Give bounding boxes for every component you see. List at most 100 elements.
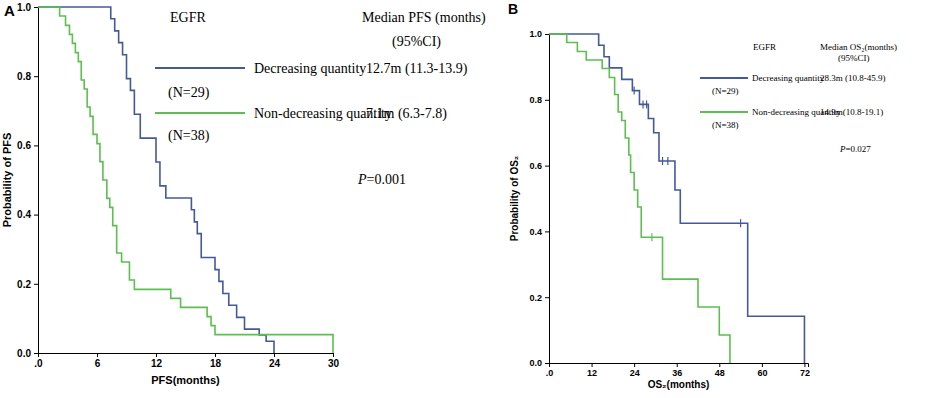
p-value: P=0.027 [839, 144, 871, 154]
tick-label: 24 [269, 358, 281, 369]
tick: 36 [672, 363, 682, 378]
tick: 18 [210, 353, 222, 369]
x-axis: .0 12 24 36 48 60 72 [546, 363, 810, 378]
legend-n: (N=29) [712, 86, 739, 96]
tick: 60 [757, 363, 767, 378]
tick-label: 48 [715, 368, 725, 378]
legend-median: 7.1m (6.3-7.8) [366, 106, 447, 122]
tick-mark [545, 231, 549, 232]
tick-label: 24 [630, 368, 640, 378]
tick-mark [34, 7, 38, 8]
tick-label: 30 [328, 358, 340, 369]
legend-title: EGFR [753, 42, 776, 52]
legend-median: 14.9m(10.8-19.1) [820, 107, 883, 117]
tick-mark [156, 353, 157, 357]
legend-title: EGFR [170, 10, 206, 25]
axis-line [550, 364, 809, 368]
tick-label: 0.2 [529, 293, 542, 303]
tick: 12 [151, 353, 163, 369]
legend-median: 12.7m (11.3-13.9) [366, 61, 468, 77]
tick-mark [762, 363, 763, 367]
legend-entry: Decreasing quantity [254, 61, 366, 76]
legend-swatch [700, 111, 748, 113]
survival-curve [549, 34, 804, 363]
tick: 12 [587, 363, 597, 378]
tick-mark [34, 145, 38, 146]
tick-mark [34, 284, 38, 285]
tick: 0.0 [529, 358, 549, 368]
tick-mark [34, 76, 38, 77]
chart-canvas: A.06121824300.00.20.40.60.81.0PFS(months… [0, 0, 936, 398]
tick-mark [215, 353, 216, 357]
tick: 24 [630, 363, 640, 378]
median-header: Median PFS (months) [362, 10, 486, 26]
tick: 0.6 [17, 140, 38, 151]
tick: 30 [328, 353, 340, 369]
y-axis-title: Probability of PFS [1, 133, 13, 228]
y-axis-title: Probability of OS₂ [509, 156, 520, 242]
tick-label: .0 [34, 358, 43, 369]
tick: .0 [34, 353, 43, 369]
censor-mark [651, 233, 652, 241]
tick-label: 0.6 [17, 140, 31, 151]
tick-label: 0.0 [17, 348, 31, 359]
tick-mark [545, 100, 549, 101]
legend-swatch [155, 112, 245, 114]
tick: 24 [269, 353, 281, 369]
tick-mark [34, 353, 38, 354]
legend-swatch [700, 77, 748, 79]
tick: 0.8 [17, 71, 38, 82]
tick-label: 1.0 [17, 2, 31, 13]
tick: 48 [715, 363, 725, 378]
tick-mark [34, 215, 38, 216]
tick-mark [545, 34, 549, 35]
tick-label: 72 [800, 368, 810, 378]
tick: 0.2 [529, 293, 549, 303]
tick: 0.6 [529, 161, 549, 171]
tick-label: 12 [587, 368, 597, 378]
tick: 6 [95, 353, 101, 369]
legend-swatch [155, 67, 245, 69]
tick-mark [97, 353, 98, 357]
tick: 0.8 [529, 95, 549, 105]
survival-curve [549, 34, 730, 363]
tick: 0.4 [529, 227, 549, 237]
ci-header: (95%CI) [392, 34, 441, 50]
tick-label: 0.8 [529, 95, 542, 105]
tick: 0.2 [17, 279, 38, 290]
plot-area [549, 34, 804, 363]
tick-label: .0 [546, 368, 554, 378]
censor-mark [642, 100, 643, 108]
tick-mark [634, 363, 635, 367]
panel: A.06121824300.00.20.40.60.81.0PFS(months… [1, 2, 486, 386]
tick-mark [804, 363, 805, 367]
tick-mark [333, 353, 334, 357]
y-axis: 0.0 0.2 0.4 0.6 0.8 1.0 [17, 2, 38, 359]
tick-label: 0.2 [17, 279, 31, 290]
tick-label: 0.4 [17, 209, 31, 220]
tick: 1.0 [529, 29, 549, 39]
tick: 1.0 [17, 2, 38, 13]
censor-mark [662, 157, 663, 165]
panel: B.01224364860720.00.20.40.60.81.0OS₂(mon… [508, 1, 897, 390]
legend-n: (N=38) [168, 128, 210, 144]
tick-label: 18 [210, 358, 222, 369]
tick-label: 0.8 [17, 71, 31, 82]
ci-header: (95%CI) [838, 53, 870, 63]
plot-area [38, 7, 333, 353]
x-axis-title: OS₂(months) [648, 379, 710, 390]
median-header: Median OS₂(months) [820, 42, 897, 52]
tick-mark [274, 353, 275, 357]
legend-median: 28.3m (10.8-45.9) [820, 73, 886, 83]
tick-mark [592, 363, 593, 367]
tick: 0.0 [17, 348, 38, 359]
tick-mark [545, 297, 549, 298]
p-value: P=0.001 [357, 172, 406, 187]
tick-mark [545, 166, 549, 167]
tick: .0 [546, 363, 554, 378]
axis-line [39, 354, 334, 358]
legend-entry: Decreasing quantity [752, 73, 825, 83]
tick-label: 0.4 [529, 227, 542, 237]
axis-line [545, 35, 550, 364]
censor-mark [667, 157, 668, 165]
